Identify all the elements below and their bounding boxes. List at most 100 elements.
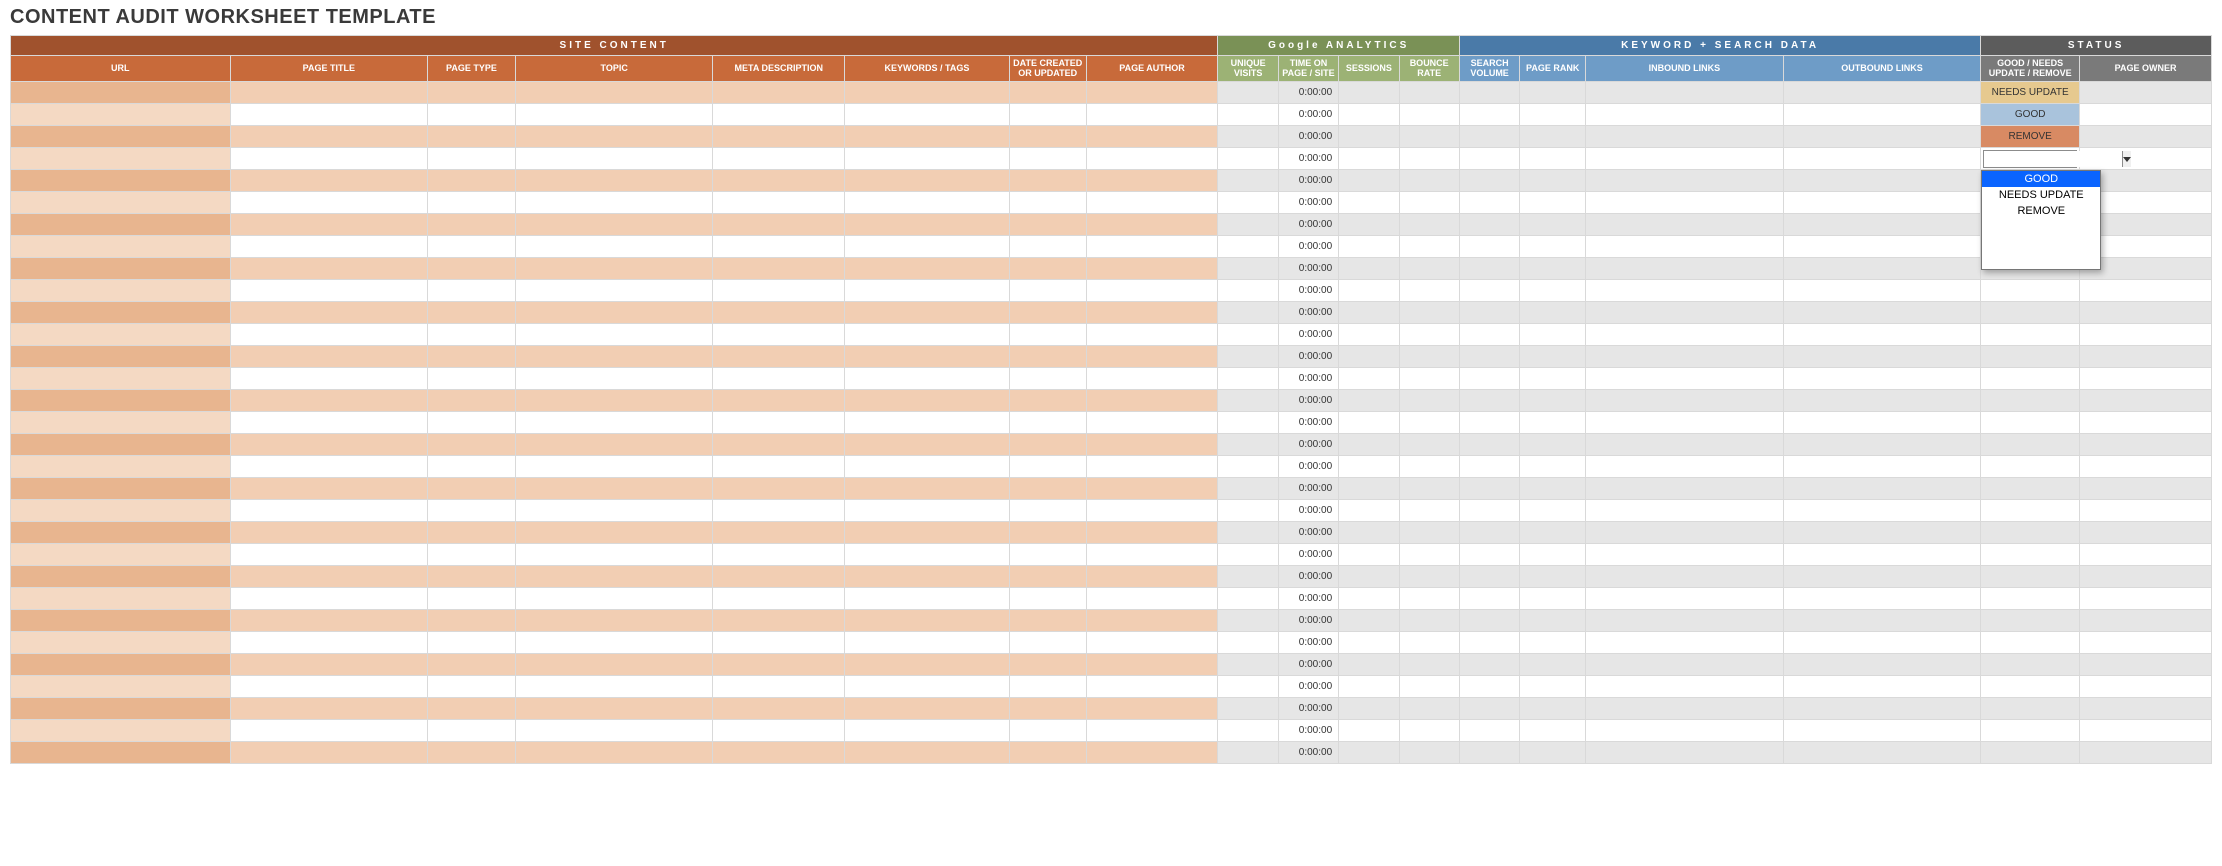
cell-meta[interactable] <box>713 148 845 170</box>
cell-bounce[interactable] <box>1399 302 1459 324</box>
cell-sessions[interactable] <box>1339 566 1399 588</box>
cell-outlinks[interactable] <box>1783 478 1981 500</box>
cell-inlinks[interactable] <box>1586 412 1784 434</box>
cell-meta[interactable] <box>713 478 845 500</box>
cell-outlinks[interactable] <box>1783 104 1981 126</box>
cell-date[interactable] <box>1009 236 1086 258</box>
cell-author[interactable] <box>1086 544 1218 566</box>
cell-topic[interactable] <box>515 236 713 258</box>
cell-time[interactable]: 0:00:00 <box>1278 412 1338 434</box>
cell-date[interactable] <box>1009 456 1086 478</box>
cell-gnr[interactable]: REMOVE <box>1981 126 2080 148</box>
cell-time[interactable]: 0:00:00 <box>1278 610 1338 632</box>
dropdown-option[interactable]: NEEDS UPDATE <box>1982 187 2100 203</box>
cell-meta[interactable] <box>713 192 845 214</box>
cell-meta[interactable] <box>713 676 845 698</box>
cell-meta[interactable] <box>713 82 845 104</box>
cell-url[interactable] <box>11 500 231 522</box>
cell-url[interactable] <box>11 588 231 610</box>
cell-meta[interactable] <box>713 390 845 412</box>
cell-inlinks[interactable] <box>1586 214 1784 236</box>
cell-bounce[interactable] <box>1399 544 1459 566</box>
cell-svol[interactable] <box>1459 610 1519 632</box>
cell-topic[interactable] <box>515 720 713 742</box>
cell-svol[interactable] <box>1459 126 1519 148</box>
cell-time[interactable]: 0:00:00 <box>1278 632 1338 654</box>
cell-bounce[interactable] <box>1399 170 1459 192</box>
status-input[interactable] <box>1984 151 2122 167</box>
cell-type[interactable] <box>428 676 516 698</box>
cell-tags[interactable] <box>845 214 1010 236</box>
cell-inlinks[interactable] <box>1586 280 1784 302</box>
cell-topic[interactable] <box>515 654 713 676</box>
cell-svol[interactable] <box>1459 698 1519 720</box>
cell-type[interactable] <box>428 82 516 104</box>
cell-author[interactable] <box>1086 456 1218 478</box>
cell-time[interactable]: 0:00:00 <box>1278 346 1338 368</box>
cell-outlinks[interactable] <box>1783 258 1981 280</box>
cell-author[interactable] <box>1086 236 1218 258</box>
cell-type[interactable] <box>428 192 516 214</box>
cell-sessions[interactable] <box>1339 280 1399 302</box>
cell-date[interactable] <box>1009 654 1086 676</box>
cell-topic[interactable] <box>515 126 713 148</box>
cell-title[interactable] <box>230 632 428 654</box>
cell-outlinks[interactable] <box>1783 698 1981 720</box>
cell-tags[interactable] <box>845 412 1010 434</box>
cell-time[interactable]: 0:00:00 <box>1278 588 1338 610</box>
cell-meta[interactable] <box>713 434 845 456</box>
cell-sessions[interactable] <box>1339 434 1399 456</box>
cell-bounce[interactable] <box>1399 324 1459 346</box>
cell-author[interactable] <box>1086 346 1218 368</box>
cell-owner[interactable] <box>2080 720 2212 742</box>
cell-gnr[interactable] <box>1981 742 2080 764</box>
cell-sessions[interactable] <box>1339 126 1399 148</box>
cell-topic[interactable] <box>515 544 713 566</box>
cell-date[interactable] <box>1009 214 1086 236</box>
cell-url[interactable] <box>11 192 231 214</box>
cell-url[interactable] <box>11 324 231 346</box>
cell-sessions[interactable] <box>1339 324 1399 346</box>
cell-outlinks[interactable] <box>1783 676 1981 698</box>
cell-title[interactable] <box>230 236 428 258</box>
cell-type[interactable] <box>428 104 516 126</box>
cell-gnr[interactable] <box>1981 654 2080 676</box>
cell-inlinks[interactable] <box>1586 500 1784 522</box>
cell-inlinks[interactable] <box>1586 434 1784 456</box>
cell-author[interactable] <box>1086 654 1218 676</box>
cell-gnr[interactable] <box>1981 302 2080 324</box>
cell-url[interactable] <box>11 720 231 742</box>
cell-date[interactable] <box>1009 148 1086 170</box>
cell-owner[interactable] <box>2080 632 2212 654</box>
cell-title[interactable] <box>230 654 428 676</box>
cell-visits[interactable] <box>1218 456 1278 478</box>
cell-meta[interactable] <box>713 346 845 368</box>
cell-rank[interactable] <box>1520 566 1586 588</box>
cell-time[interactable]: 0:00:00 <box>1278 280 1338 302</box>
cell-type[interactable] <box>428 302 516 324</box>
cell-author[interactable] <box>1086 170 1218 192</box>
cell-inlinks[interactable] <box>1586 148 1784 170</box>
cell-type[interactable] <box>428 236 516 258</box>
cell-sessions[interactable] <box>1339 82 1399 104</box>
cell-time[interactable]: 0:00:00 <box>1278 456 1338 478</box>
cell-type[interactable] <box>428 170 516 192</box>
cell-topic[interactable] <box>515 324 713 346</box>
cell-tags[interactable] <box>845 478 1010 500</box>
cell-visits[interactable] <box>1218 346 1278 368</box>
cell-inlinks[interactable] <box>1586 126 1784 148</box>
cell-sessions[interactable] <box>1339 500 1399 522</box>
cell-meta[interactable] <box>713 632 845 654</box>
status-select[interactable] <box>1983 150 2077 168</box>
cell-meta[interactable] <box>713 566 845 588</box>
cell-rank[interactable] <box>1520 434 1586 456</box>
cell-meta[interactable] <box>713 258 845 280</box>
cell-title[interactable] <box>230 214 428 236</box>
cell-rank[interactable] <box>1520 544 1586 566</box>
cell-url[interactable] <box>11 412 231 434</box>
cell-bounce[interactable] <box>1399 434 1459 456</box>
cell-url[interactable] <box>11 214 231 236</box>
cell-visits[interactable] <box>1218 192 1278 214</box>
cell-tags[interactable] <box>845 434 1010 456</box>
cell-title[interactable] <box>230 544 428 566</box>
